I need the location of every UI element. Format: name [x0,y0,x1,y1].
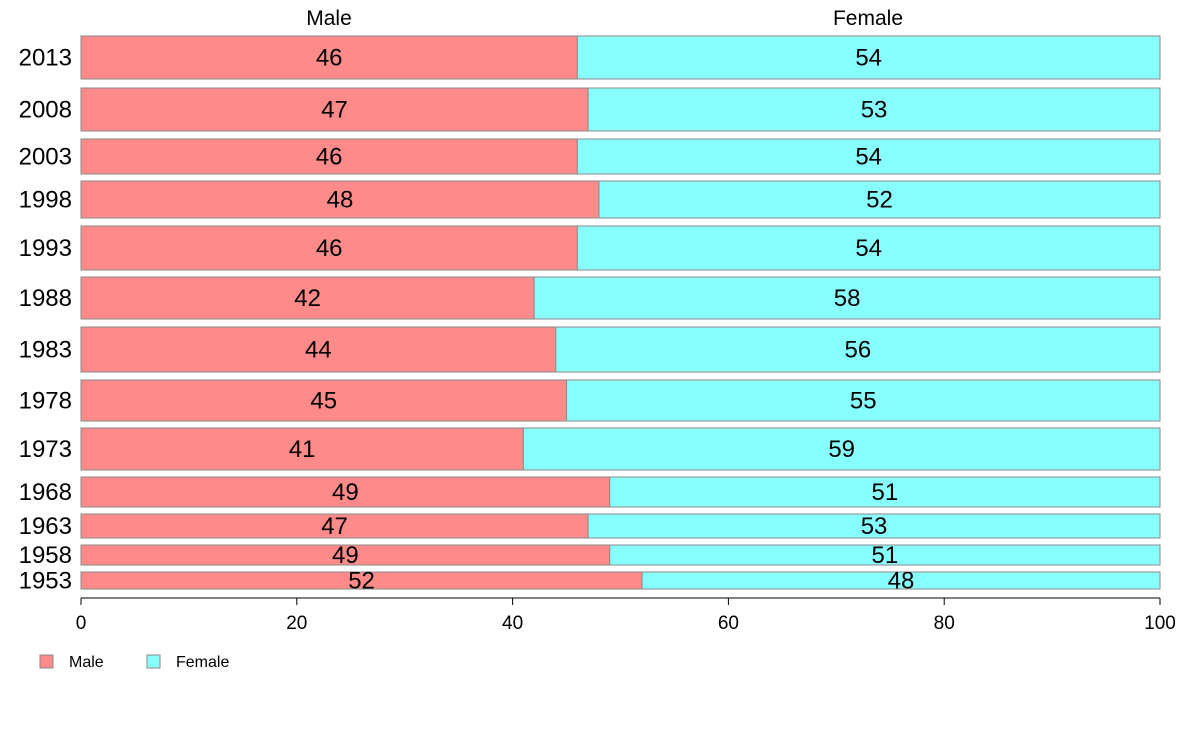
column-header-female: Female [833,7,903,30]
bar-male-1998 [80,180,600,219]
x-tick-label-40: 40 [502,613,523,634]
bar-female-1963 [587,513,1161,539]
year-label-2003: 2003 [19,144,72,171]
legend-swatch-male [39,654,54,669]
data-label-male-2008: 47 [321,97,348,124]
data-label-male-2013: 46 [316,45,343,72]
data-label-female-2008: 53 [861,97,888,124]
data-label-male-1983: 44 [305,337,332,364]
legend-swatch-female [146,654,161,669]
data-label-female-1963: 53 [861,513,888,540]
bar-male-2013 [80,35,578,80]
bar-female-1978 [566,379,1161,422]
data-label-male-1958: 49 [332,542,359,569]
data-label-male-1988: 42 [294,285,321,312]
bar-female-1988 [533,276,1161,320]
data-label-female-1988: 58 [834,285,861,312]
bar-female-2013 [576,35,1161,80]
legend-label-female: Female [176,654,229,671]
year-label-1998: 1998 [19,187,72,214]
bar-female-1958 [609,544,1161,566]
data-label-male-2003: 46 [316,144,343,171]
data-label-female-1993: 54 [855,235,882,262]
year-label-2013: 2013 [19,45,72,72]
bar-female-1998 [598,180,1161,219]
bar-female-2008 [587,87,1161,132]
bar-male-1983 [80,326,557,373]
data-label-male-1993: 46 [316,235,343,262]
bar-male-1963 [80,513,589,539]
year-label-1968: 1968 [19,479,72,506]
data-label-male-1978: 45 [310,388,337,415]
x-tick-label-100: 100 [1144,613,1176,634]
data-label-female-2003: 54 [855,144,882,171]
x-tick-label-60: 60 [718,613,739,634]
bar-female-1973 [522,427,1161,471]
data-label-female-1968: 51 [872,479,899,506]
data-label-female-1973: 59 [828,436,855,463]
x-tick-label-80: 80 [934,613,955,634]
data-label-male-1963: 47 [321,513,348,540]
bar-male-2008 [80,87,589,132]
bar-female-1993 [576,225,1161,271]
bar-male-1993 [80,225,578,271]
data-label-male-1953: 52 [348,568,375,595]
x-tick-label-0: 0 [76,613,87,634]
data-label-male-1998: 48 [327,187,354,214]
bar-female-2003 [576,138,1161,175]
year-label-1963: 1963 [19,513,72,540]
data-label-female-2013: 54 [855,45,882,72]
data-label-female-1978: 55 [850,388,877,415]
data-label-male-1973: 41 [289,436,316,463]
legend-label-male: Male [69,654,104,671]
data-label-female-1983: 56 [845,337,872,364]
data-label-male-1968: 49 [332,479,359,506]
bar-male-2003 [80,138,578,175]
year-label-2008: 2008 [19,97,72,124]
bar-male-1968 [80,476,611,508]
bar-female-1953 [641,571,1161,590]
x-tick-label-20: 20 [286,613,307,634]
year-label-1983: 1983 [19,337,72,364]
year-label-1993: 1993 [19,235,72,262]
year-label-1978: 1978 [19,388,72,415]
data-label-female-1998: 52 [866,187,893,214]
column-header-male: Male [306,7,352,30]
year-label-1988: 1988 [19,285,72,312]
data-label-female-1953: 48 [888,568,915,595]
bar-female-1968 [609,476,1161,508]
year-label-1958: 1958 [19,542,72,569]
bar-female-1983 [555,326,1161,373]
bar-male-1973 [80,427,524,471]
year-label-1953: 1953 [19,568,72,595]
data-label-female-1958: 51 [872,542,899,569]
year-label-1973: 1973 [19,436,72,463]
